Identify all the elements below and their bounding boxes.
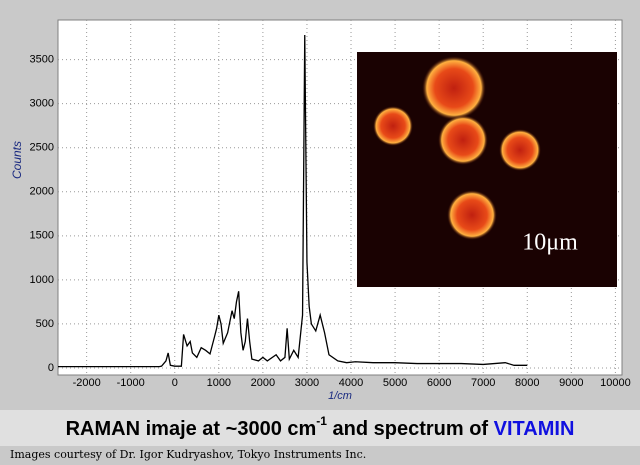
x-tick-label: -2000 — [73, 377, 101, 389]
x-tick-label: 10000 — [600, 377, 631, 389]
caption-highlight: VITAMIN — [494, 418, 575, 440]
x-tick-label: 8000 — [515, 377, 539, 389]
x-tick-label: -1000 — [117, 377, 145, 389]
x-axis-label: 1/cm — [328, 390, 352, 402]
caption-superscript: -1 — [316, 414, 327, 428]
x-tick-label: 4000 — [339, 377, 363, 389]
x-tick-label: 3000 — [295, 377, 319, 389]
caption-text: RAMAN imaje at ~3000 cm — [66, 418, 317, 440]
caption: RAMAN imaje at ~3000 cm-1 and spectrum o… — [66, 414, 575, 440]
y-axis-label: Counts — [10, 141, 24, 179]
y-tick-label: 1500 — [30, 230, 54, 242]
y-tick-label: 3500 — [30, 54, 54, 66]
x-tick-label: 2000 — [251, 377, 275, 389]
x-tick-label: 7000 — [471, 377, 495, 389]
y-tick-label: 0 — [48, 362, 54, 374]
y-tick-label: 500 — [36, 318, 54, 330]
x-tick-label: 5000 — [383, 377, 407, 389]
caption-band — [0, 410, 640, 446]
x-tick-label: 9000 — [559, 377, 583, 389]
credit: Images courtesy of Dr. Igor Kudryashov, … — [10, 448, 366, 461]
spectrum-line — [58, 34, 528, 368]
x-tick-label: 0 — [172, 377, 178, 389]
y-tick-label: 2000 — [30, 186, 54, 198]
y-tick-label: 2500 — [30, 142, 54, 154]
y-tick-label: 1000 — [30, 274, 54, 286]
y-tick-label: 3000 — [30, 98, 54, 110]
inset-image — [357, 52, 617, 287]
x-tick-label: 1000 — [207, 377, 231, 389]
x-tick-label: 6000 — [427, 377, 451, 389]
caption-text: and spectrum of — [327, 418, 494, 440]
scale-label: 10μm — [522, 230, 578, 256]
